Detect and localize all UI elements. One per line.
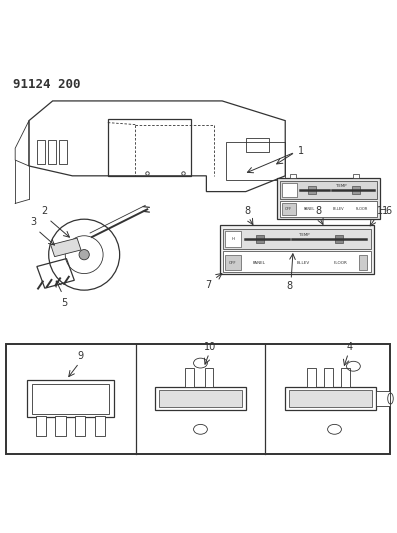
Bar — [353, 174, 359, 178]
Text: FLOOR: FLOOR — [333, 261, 347, 264]
Text: 6: 6 — [386, 206, 392, 216]
Text: 11: 11 — [377, 206, 389, 216]
Text: 91124 200: 91124 200 — [13, 78, 81, 91]
Bar — [225, 255, 241, 270]
Text: 8: 8 — [286, 281, 292, 292]
Bar — [335, 235, 343, 243]
Text: TEMP: TEMP — [299, 232, 310, 237]
Bar — [185, 368, 194, 387]
Bar — [290, 174, 296, 178]
Bar — [246, 139, 270, 152]
Bar — [281, 181, 377, 199]
Bar — [224, 229, 371, 249]
Bar — [95, 416, 105, 436]
Bar — [308, 186, 316, 194]
Bar — [56, 416, 66, 436]
Text: OFF: OFF — [285, 207, 292, 211]
Text: 7: 7 — [205, 280, 212, 290]
Text: 8: 8 — [244, 206, 250, 216]
Text: BI-LEV: BI-LEV — [296, 261, 310, 264]
Text: 9: 9 — [77, 351, 83, 361]
Text: 10: 10 — [204, 342, 216, 352]
Bar — [155, 387, 246, 410]
Bar — [48, 140, 56, 164]
Text: BI-LEV: BI-LEV — [333, 207, 344, 211]
Bar — [307, 368, 316, 387]
Text: 3: 3 — [30, 217, 36, 227]
Bar — [359, 255, 367, 270]
Polygon shape — [51, 238, 81, 257]
Bar — [6, 344, 391, 454]
Bar — [27, 380, 114, 417]
Bar — [37, 140, 45, 164]
Text: 8: 8 — [315, 206, 321, 216]
Bar — [159, 390, 242, 407]
Bar — [281, 201, 377, 217]
Bar — [205, 368, 214, 387]
Bar — [108, 119, 191, 176]
Bar — [282, 182, 297, 197]
Bar — [278, 178, 380, 219]
Text: FLOOR: FLOOR — [356, 207, 368, 211]
Text: 5: 5 — [62, 298, 67, 308]
Bar — [289, 390, 372, 407]
Bar — [225, 231, 241, 247]
Bar — [32, 384, 109, 414]
Text: HI: HI — [231, 237, 235, 241]
Bar — [75, 416, 85, 436]
Bar — [324, 368, 333, 387]
Bar — [341, 368, 350, 387]
Text: TEMP: TEMP — [336, 184, 346, 188]
Bar — [36, 416, 46, 436]
Text: PANEL: PANEL — [253, 261, 266, 264]
Text: 2: 2 — [41, 206, 47, 216]
Text: OFF: OFF — [229, 261, 237, 264]
Bar — [285, 387, 376, 410]
Text: PANEL: PANEL — [303, 207, 314, 211]
Text: 1: 1 — [298, 146, 304, 156]
Bar — [282, 203, 296, 215]
Text: 4: 4 — [347, 342, 353, 352]
Bar — [256, 235, 264, 243]
Bar — [376, 391, 390, 407]
Bar — [352, 186, 360, 194]
Bar — [224, 251, 371, 272]
Bar — [220, 225, 374, 274]
Bar — [226, 142, 285, 180]
Circle shape — [79, 249, 89, 260]
Bar — [59, 140, 67, 164]
